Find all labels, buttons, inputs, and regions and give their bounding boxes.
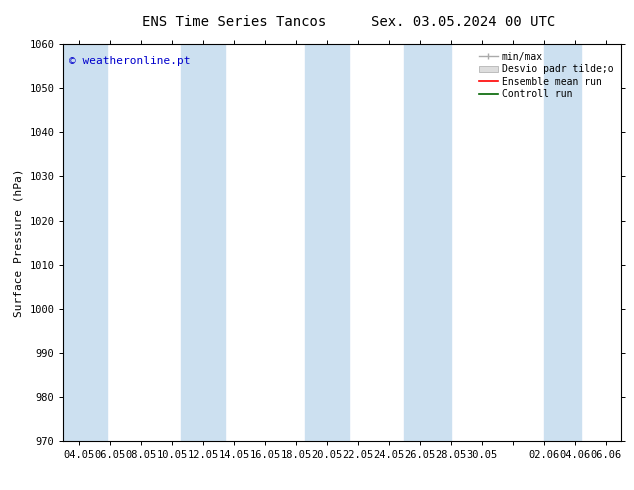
Bar bbox=[63, 44, 107, 441]
Bar bbox=[305, 44, 349, 441]
Legend: min/max, Desvio padr tilde;o, Ensemble mean run, Controll run: min/max, Desvio padr tilde;o, Ensemble m… bbox=[476, 49, 616, 102]
Text: © weatheronline.pt: © weatheronline.pt bbox=[69, 56, 190, 66]
Bar bbox=[181, 44, 224, 441]
Bar bbox=[544, 44, 581, 441]
Text: Sex. 03.05.2024 00 UTC: Sex. 03.05.2024 00 UTC bbox=[371, 15, 555, 29]
Text: ENS Time Series Tancos: ENS Time Series Tancos bbox=[143, 15, 327, 29]
Bar bbox=[404, 44, 451, 441]
Y-axis label: Surface Pressure (hPa): Surface Pressure (hPa) bbox=[14, 168, 24, 317]
